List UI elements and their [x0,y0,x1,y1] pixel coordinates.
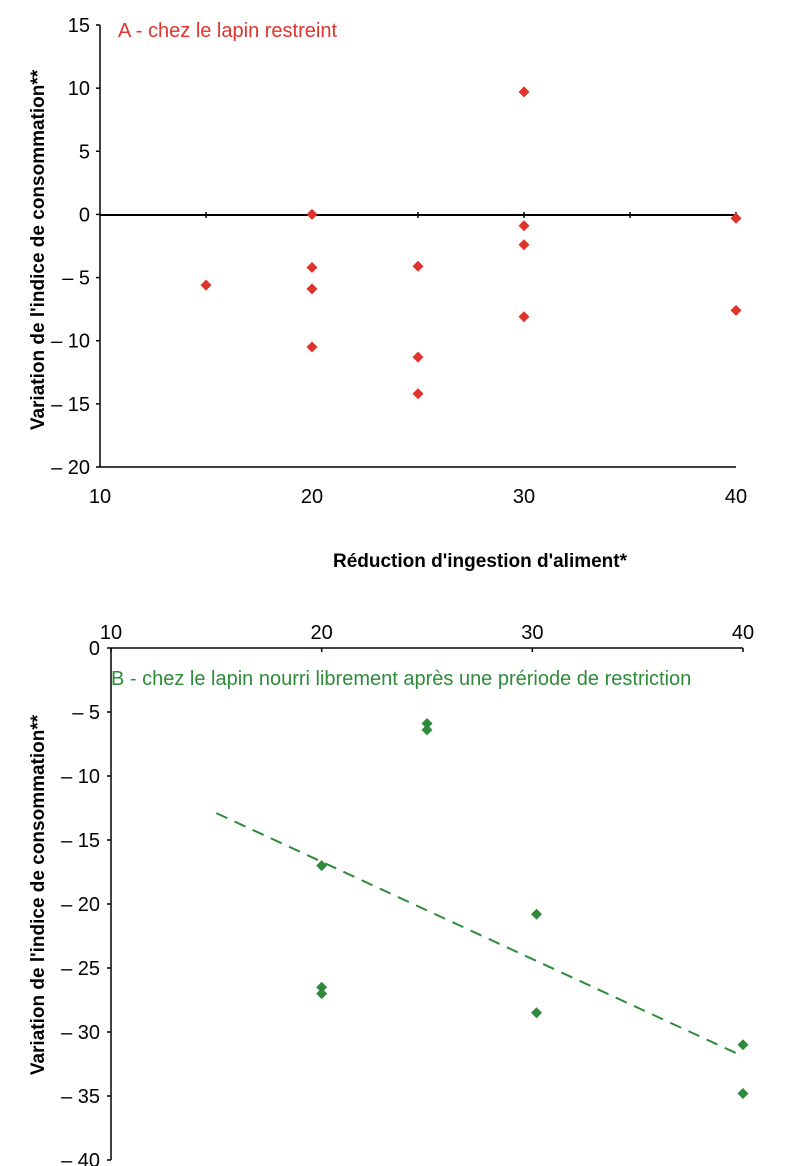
chart-b-y-tick-label: – 25 [61,958,100,980]
chart-b-point [737,1087,749,1099]
chart-a-x-tick-label: 10 [89,486,111,508]
chart-b-x-tick-label: 10 [100,622,122,644]
chart-b: Variation de l'indice de consommation** … [28,622,754,1166]
chart-a-y-tick-label: – 15 [51,394,90,416]
chart-a-point [306,208,318,220]
chart-a-y-tick-label: 5 [79,141,90,163]
chart-b-title: B - chez le lapin nourri librement après… [111,668,691,690]
chart-a-point [306,283,318,295]
chart-b-y-tick-label: – 10 [61,766,100,788]
chart-b-point [316,981,328,993]
chart-b-points [316,718,749,1099]
chart-a-point [518,86,530,98]
chart-b-x-ticks: 10 20 30 40 [100,622,754,652]
chart-a-y-ticks: 15 10 5 0 – 5 – 10 – 15 – 20 [51,15,100,479]
chart-a-x-tick-label: 20 [301,486,323,508]
chart-b-point [531,1007,543,1019]
chart-a-x-axis-title: Réduction d'ingestion d'aliment* [333,551,628,572]
chart-b-y-ticks: 0 – 5 – 10 – 15 – 20 – 25 – 30 – 35 – 40 [61,638,111,1166]
chart-a-y-tick-label: 0 [79,204,90,226]
chart-b-point [316,860,328,872]
chart-a-y-tick-label: – 5 [62,268,90,290]
chart-a-y-tick-label: 15 [68,15,90,37]
chart-a-point [306,261,318,273]
chart-b-y-tick-label: – 15 [61,830,100,852]
chart-a-point [518,220,530,232]
chart-a-x-tick-label: 40 [725,486,747,508]
chart-b-y-tick-label: 0 [89,638,100,660]
chart-a-point [200,279,212,291]
chart-b-point [316,988,328,1000]
chart-a-points [200,86,742,400]
chart-b-y-tick-label: – 20 [61,894,100,916]
chart-a-point [412,388,424,400]
chart-a-title: A - chez le lapin restreint [118,20,337,42]
chart-b-point [421,724,433,736]
chart-b-point [421,718,433,730]
chart-b-y-tick-label: – 40 [61,1150,100,1166]
chart-b-x-tick-label: 20 [311,622,333,644]
chart-a-y-tick-label: – 20 [51,457,90,479]
chart-a-y-tick-label: – 10 [51,331,90,353]
chart-a: Variation de l'indice de consommation** … [28,15,747,572]
chart-a-point [306,341,318,353]
chart-a-point [412,351,424,363]
chart-b-y-tick-label: – 5 [72,702,100,724]
chart-a-y-axis-title: Variation de l'indice de consommation** [28,69,49,430]
chart-a-point [730,212,742,224]
chart-b-y-axis-title: Variation de l'indice de consommation** [28,714,49,1075]
chart-b-point [737,1039,749,1051]
chart-a-point [518,311,530,323]
chart-a-x-tick-label: 30 [513,486,535,508]
chart-b-trendline [215,812,744,1058]
chart-b-y-tick-label: – 30 [61,1022,100,1044]
chart-b-x-tick-label: 30 [521,622,543,644]
chart-a-point [412,260,424,272]
chart-b-point [531,908,543,920]
chart-a-y-tick-label: 10 [68,78,90,100]
chart-b-y-tick-label: – 35 [61,1086,100,1108]
chart-b-x-tick-label: 40 [732,622,754,644]
chart-a-point [730,304,742,316]
chart-a-point [518,239,530,251]
